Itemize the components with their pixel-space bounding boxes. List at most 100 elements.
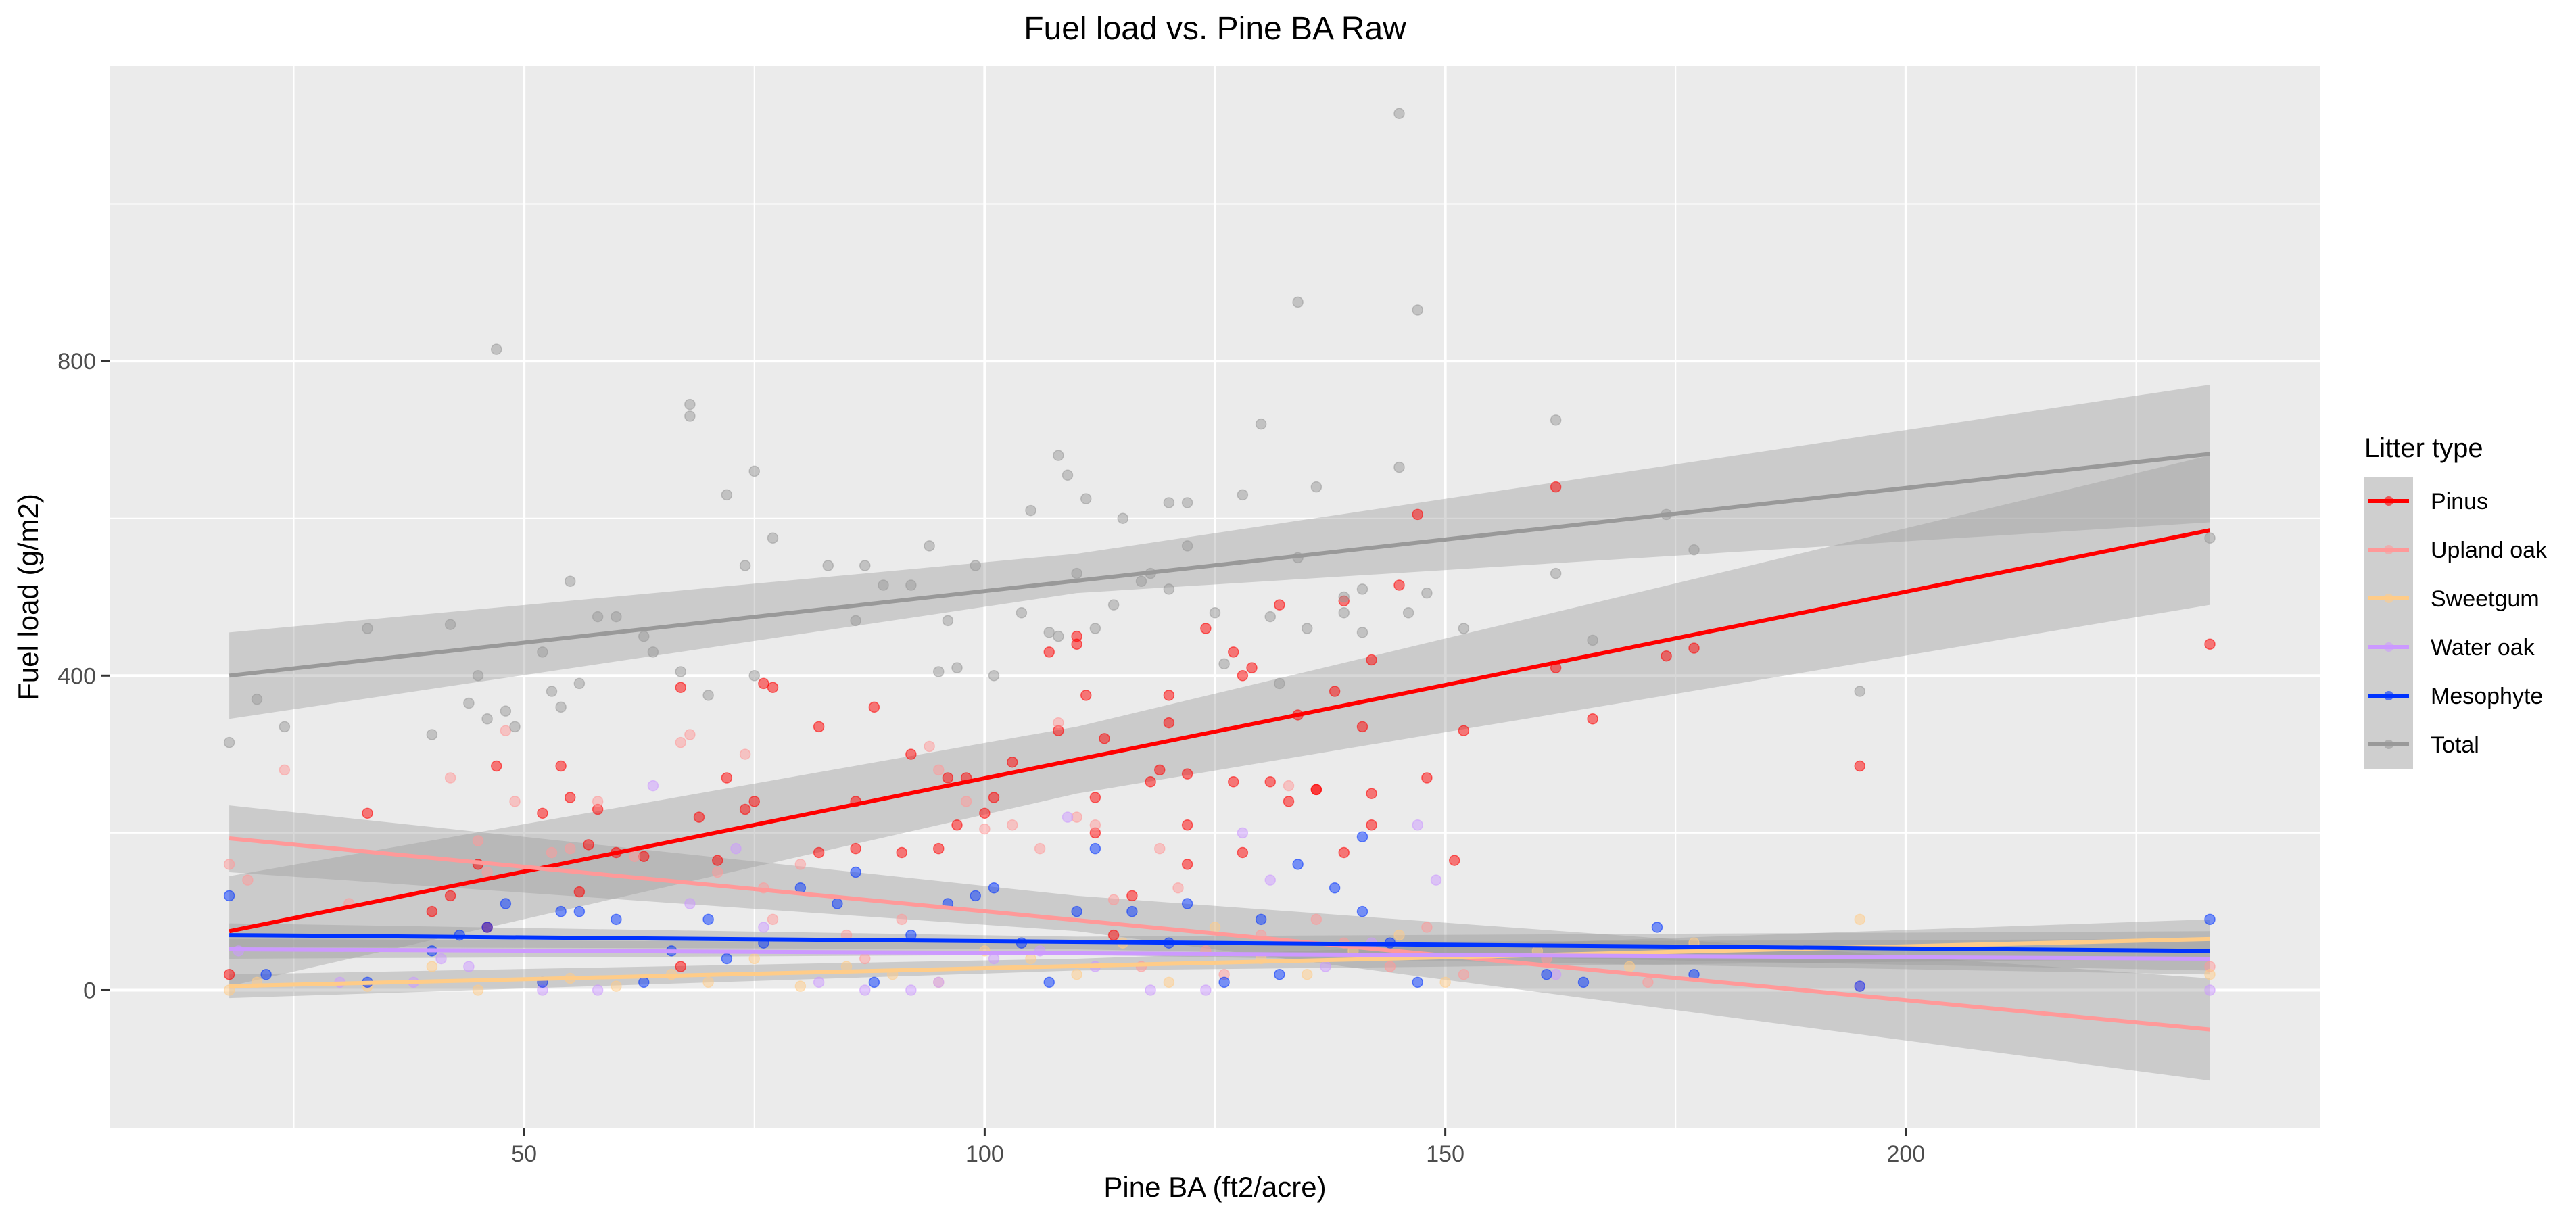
water-oak-point — [905, 984, 917, 996]
y-axis-label: Fuel load (g/m2) — [12, 494, 44, 700]
mesophyte-point — [1274, 968, 1285, 980]
mesophyte-point — [1043, 976, 1055, 988]
total-point — [1550, 567, 1562, 579]
total-point — [279, 721, 291, 733]
pinus-point — [1007, 756, 1018, 768]
upland-oak-point — [1053, 717, 1064, 729]
mesophyte-point — [1126, 905, 1138, 917]
pinus-point — [1458, 725, 1470, 736]
pinus-point — [1163, 717, 1175, 729]
total-point — [1025, 504, 1036, 517]
pinus-point — [426, 905, 438, 917]
mesophyte-point — [1541, 968, 1552, 980]
pinus-point — [739, 803, 751, 815]
total-point — [1292, 296, 1304, 308]
total-point — [1587, 634, 1598, 646]
total-point — [638, 630, 650, 642]
pinus-point — [1237, 670, 1249, 682]
total-point — [951, 662, 963, 673]
total-point — [933, 666, 945, 677]
legend-label-upland-oak: Upland oak — [2431, 538, 2548, 563]
pinus-point — [1366, 654, 1377, 666]
mesophyte-point — [260, 968, 272, 980]
total-point — [573, 677, 586, 690]
total-point — [444, 619, 456, 630]
legend-label-total: Total — [2431, 732, 2479, 758]
total-point — [647, 646, 659, 658]
upland-oak-point — [629, 851, 640, 863]
total-point — [1255, 418, 1267, 430]
pinus-point — [1080, 690, 1092, 701]
upland-oak-point — [960, 796, 972, 807]
pinus-point — [1854, 760, 1865, 772]
total-point — [1393, 108, 1405, 120]
pinus-point — [1154, 764, 1166, 776]
pinus-point — [675, 961, 686, 972]
upland-oak-point — [896, 913, 907, 926]
pinus-point — [1550, 481, 1562, 493]
total-point — [702, 690, 714, 701]
total-point — [1117, 512, 1128, 524]
mesophyte-point — [970, 890, 981, 902]
total-point — [1302, 623, 1313, 634]
total-point — [970, 560, 981, 571]
upland-oak-point — [565, 842, 576, 855]
total-point — [509, 721, 521, 733]
pinus-point — [868, 701, 880, 713]
pinus-point — [850, 842, 861, 855]
pinus-point — [1688, 642, 1700, 654]
upland-oak-point — [1071, 811, 1082, 823]
mesophyte-point — [573, 905, 586, 917]
water-oak-point — [592, 984, 604, 996]
mesophyte-point — [1218, 976, 1230, 988]
sweetgum-point — [611, 980, 622, 992]
x-tick-label: 200 — [1887, 1141, 1926, 1167]
legend-label-water-oak: Water oak — [2431, 635, 2535, 661]
total-point — [1080, 493, 1092, 504]
legend-marker-upland-oak — [2384, 545, 2393, 554]
water-oak-point — [758, 922, 769, 933]
total-point — [1310, 481, 1322, 493]
total-point — [850, 615, 861, 627]
water-oak-point — [859, 984, 871, 996]
upland-oak-trend-line — [229, 836, 2210, 1032]
pinus-point — [555, 760, 567, 772]
total-point — [481, 713, 493, 725]
mesophyte-point — [2204, 913, 2216, 926]
y-tick-label: 400 — [57, 663, 96, 689]
total-point — [1062, 469, 1074, 481]
water-oak-point — [1412, 819, 1423, 831]
upland-oak-point — [279, 764, 291, 776]
upland-oak-point — [472, 835, 484, 846]
water-oak-point — [1264, 874, 1276, 886]
pinus-point — [1071, 638, 1082, 650]
pinus-point — [1338, 846, 1350, 859]
pinus-point — [491, 760, 502, 772]
y-axis-ticks: 0 400 800 — [57, 349, 110, 1003]
pinus-point — [951, 819, 963, 831]
pinus-point — [1181, 859, 1193, 870]
total-point — [1338, 607, 1350, 619]
total-point — [426, 729, 438, 740]
total-confidence-band — [229, 385, 2210, 719]
pinus-point — [223, 968, 235, 980]
total-point — [767, 532, 779, 544]
sweetgum-point — [748, 953, 760, 965]
pinus-point — [1449, 855, 1460, 866]
mesophyte-point — [1854, 980, 1865, 992]
pinus-point — [1163, 690, 1175, 701]
total-point — [721, 489, 733, 501]
x-tick-label: 50 — [511, 1141, 537, 1167]
pinus-point — [979, 807, 991, 819]
water-oak-point — [1062, 811, 1074, 823]
water-oak-point — [1200, 984, 1212, 996]
total-point — [223, 736, 235, 748]
total-point — [537, 646, 548, 658]
upland-oak-point — [767, 913, 779, 926]
pinus-point — [988, 792, 1000, 803]
total-point — [1218, 658, 1230, 670]
upland-oak-point — [1172, 882, 1184, 894]
pinus-point — [2204, 638, 2216, 650]
pinus-point — [1228, 776, 1239, 788]
